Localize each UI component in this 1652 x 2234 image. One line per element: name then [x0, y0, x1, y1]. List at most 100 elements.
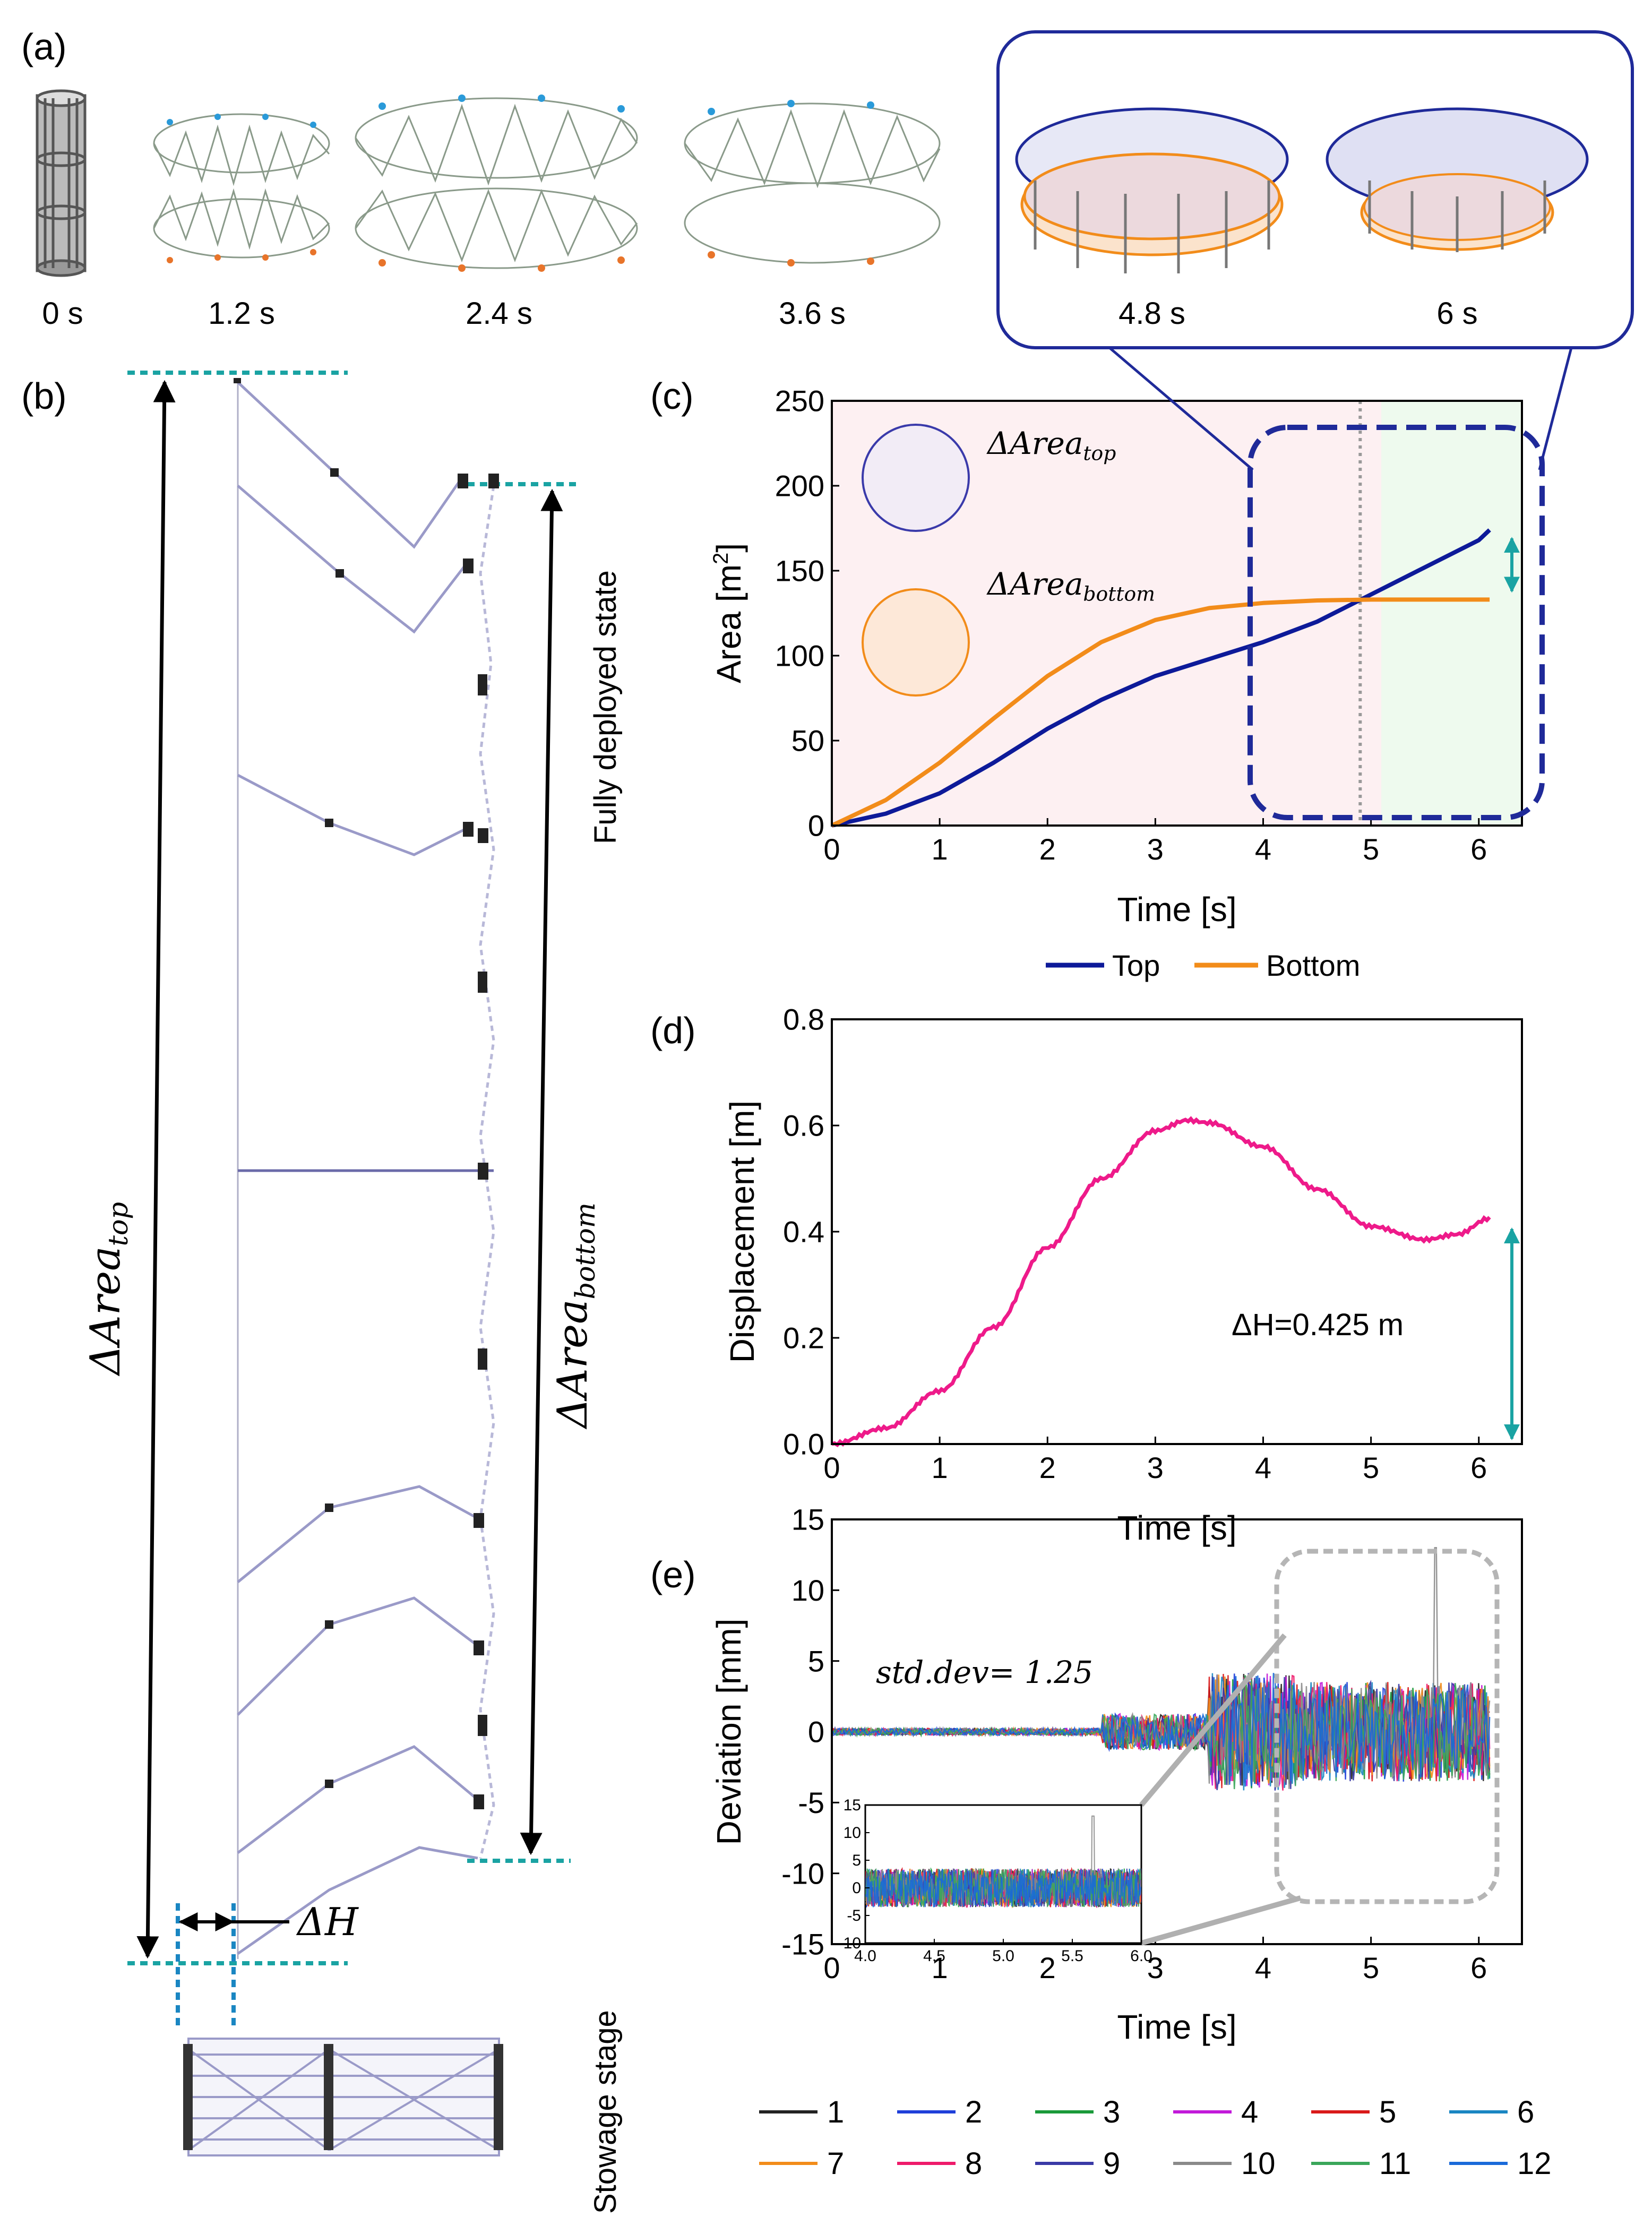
d-series	[831, 1116, 1491, 1448]
series-line-displacement	[831, 1116, 1491, 1448]
callout-link-right	[1538, 347, 1573, 470]
inset-x-tick-label: 5.0	[992, 1947, 1014, 1965]
panel-label-d: (d)	[650, 1010, 696, 1051]
inset-x-tick-label: 5.5	[1061, 1947, 1083, 1965]
zoom-link-bottom	[1140, 1895, 1302, 1946]
x-tick-label: 1	[932, 832, 948, 866]
y-tick-label: 100	[775, 639, 824, 673]
x-tick-label: 1	[932, 1951, 948, 1984]
area-bottom-arrow	[520, 488, 563, 1855]
legend-label: 6	[1517, 2095, 1534, 2129]
plot-frame-e	[831, 1518, 1523, 1945]
y-tick-label: 0.6	[783, 1109, 824, 1142]
inset-y-tick-label: -5	[847, 1907, 861, 1924]
panel-label-e: (e)	[650, 1554, 696, 1595]
callout-link-left	[1108, 347, 1254, 471]
series-line-12	[832, 1672, 1491, 1787]
inset-x-tick-label: 4.5	[923, 1947, 945, 1965]
y-tick-label: 0.0	[783, 1428, 824, 1461]
delta-h-annotation: ΔH=0.425 m	[1232, 1308, 1404, 1342]
x-tick-label: 6	[1470, 1451, 1487, 1484]
y-tick-label: -10	[781, 1857, 824, 1890]
y-tick-label: 150	[775, 554, 824, 588]
stowage-drawing	[183, 2038, 503, 2156]
x-tick-label: 0	[823, 832, 840, 866]
e-legend: 1 2 3 4 5 67 8 9 10 11 12	[759, 2095, 1552, 2181]
area-bottom-circle-icon	[862, 588, 970, 697]
panel-label-a: (a)	[21, 26, 67, 67]
x-tick-label: 4	[1255, 1951, 1271, 1984]
e-series	[832, 1547, 1491, 1791]
y-tick-label: 15	[791, 1503, 824, 1536]
legend-label: 10	[1241, 2146, 1276, 2181]
c-ylabel: Area [m2]	[709, 543, 748, 683]
panel-c: (c) 0 1 2 3 4 5 6 0 50 100 150 200 250 ΔAreatop ΔAre…	[650, 347, 1573, 982]
x-tick-label: 0	[823, 1451, 840, 1484]
stowed-structure-icon	[36, 89, 87, 277]
callout-box	[996, 30, 1634, 349]
y-tick-label: 0.2	[783, 1321, 824, 1355]
x-tick-label: 2	[1039, 832, 1056, 866]
deployed-structure-4-8s	[1015, 107, 1289, 273]
x-tick-label: 6	[1470, 832, 1487, 866]
series-line-bottom	[831, 597, 1490, 828]
panel-b: (b)	[21, 371, 623, 2214]
x-tick-label: 3	[1147, 1951, 1164, 1984]
fully-deployed-label: Fully deployed state	[588, 570, 623, 844]
e-axis-ticks: 0 1 2 3 4 5 6 -15 -10 -5 0 5 10 15	[781, 1503, 1487, 1984]
x-tick-label: 4	[1255, 832, 1271, 866]
x-tick-label: 4	[1255, 1451, 1271, 1484]
c-xlabel: Time [s]	[1117, 890, 1236, 929]
deploying-structure-1-2s	[153, 113, 330, 263]
plot-frame-c	[831, 400, 1523, 827]
inset-axis-ticks: 4.0 4.5 5.0 5.5 6.0 -10 -5 0 5 10 15	[838, 1797, 1152, 1965]
inset-y-tick-label: 10	[844, 1824, 861, 1842]
zoom-region-box	[1274, 1549, 1500, 1904]
area-top-arrow	[136, 380, 176, 1959]
legend-label: 2	[965, 2095, 982, 2129]
delta-h-label: ΔH	[296, 1900, 359, 1944]
x-tick-label: 0	[823, 1951, 840, 1984]
x-tick-label: 3	[1147, 832, 1164, 866]
legend-label: 12	[1517, 2146, 1552, 2181]
truss-column-drawing	[234, 378, 499, 1959]
y-tick-label: 5	[808, 1644, 824, 1678]
d-axis-ticks: 0 1 2 3 4 5 6 0.0 0.2 0.4 0.6 0.8	[783, 1003, 1487, 1484]
e-xlabel: Time [s]	[1117, 2008, 1236, 2046]
area-bottom-annotation: ΔAreabottom	[986, 566, 1155, 605]
time-label: 6 s	[1436, 296, 1477, 331]
panel-label-b: (b)	[21, 375, 67, 417]
time-label: 1.2 s	[208, 296, 275, 331]
time-labels: 0 s 1.2 s 2.4 s 3.6 s 4.8 s 6 s	[42, 296, 1477, 331]
zoom-dashed-box	[1247, 425, 1545, 820]
x-tick-label: 5	[1363, 1951, 1379, 1984]
inset-y-tick-label: 15	[844, 1797, 861, 1814]
zoom-link-top	[1139, 1633, 1287, 1807]
x-tick-label: 1	[932, 1451, 948, 1484]
y-tick-label: 0.4	[783, 1215, 824, 1249]
area-top-label: ΔAreatop	[82, 1202, 134, 1377]
time-label: 3.6 s	[779, 296, 846, 331]
deploying-structure-2-4s	[355, 94, 638, 272]
legend-label: 5	[1379, 2095, 1396, 2129]
c-series	[831, 528, 1491, 828]
x-tick-label: 3	[1147, 1451, 1164, 1484]
legend-label: 4	[1241, 2095, 1258, 2129]
c-legend: Top Bottom	[1046, 949, 1360, 982]
y-tick-label: 0	[808, 1715, 824, 1749]
x-tick-label: 6	[1470, 1951, 1487, 1984]
stowage-label: Stowage stage	[588, 2010, 623, 2214]
std-dev-annotation: std.dev= 1.25	[876, 1654, 1093, 1690]
legend-label: 7	[827, 2146, 844, 2181]
deploying-structure-3-6s	[684, 100, 941, 267]
c-axis-ticks: 0 1 2 3 4 5 6 0 50 100 150 200 250	[775, 384, 1487, 866]
series-line-11	[832, 1674, 1491, 1790]
x-tick-label: 5	[1363, 832, 1379, 866]
d-xlabel: Time [s]	[1117, 1509, 1236, 1547]
time-label: 0 s	[42, 296, 83, 331]
legend-label: 1	[827, 2095, 844, 2129]
legend-label: 11	[1379, 2146, 1411, 2181]
legend-bottom-label: Bottom	[1266, 949, 1360, 982]
